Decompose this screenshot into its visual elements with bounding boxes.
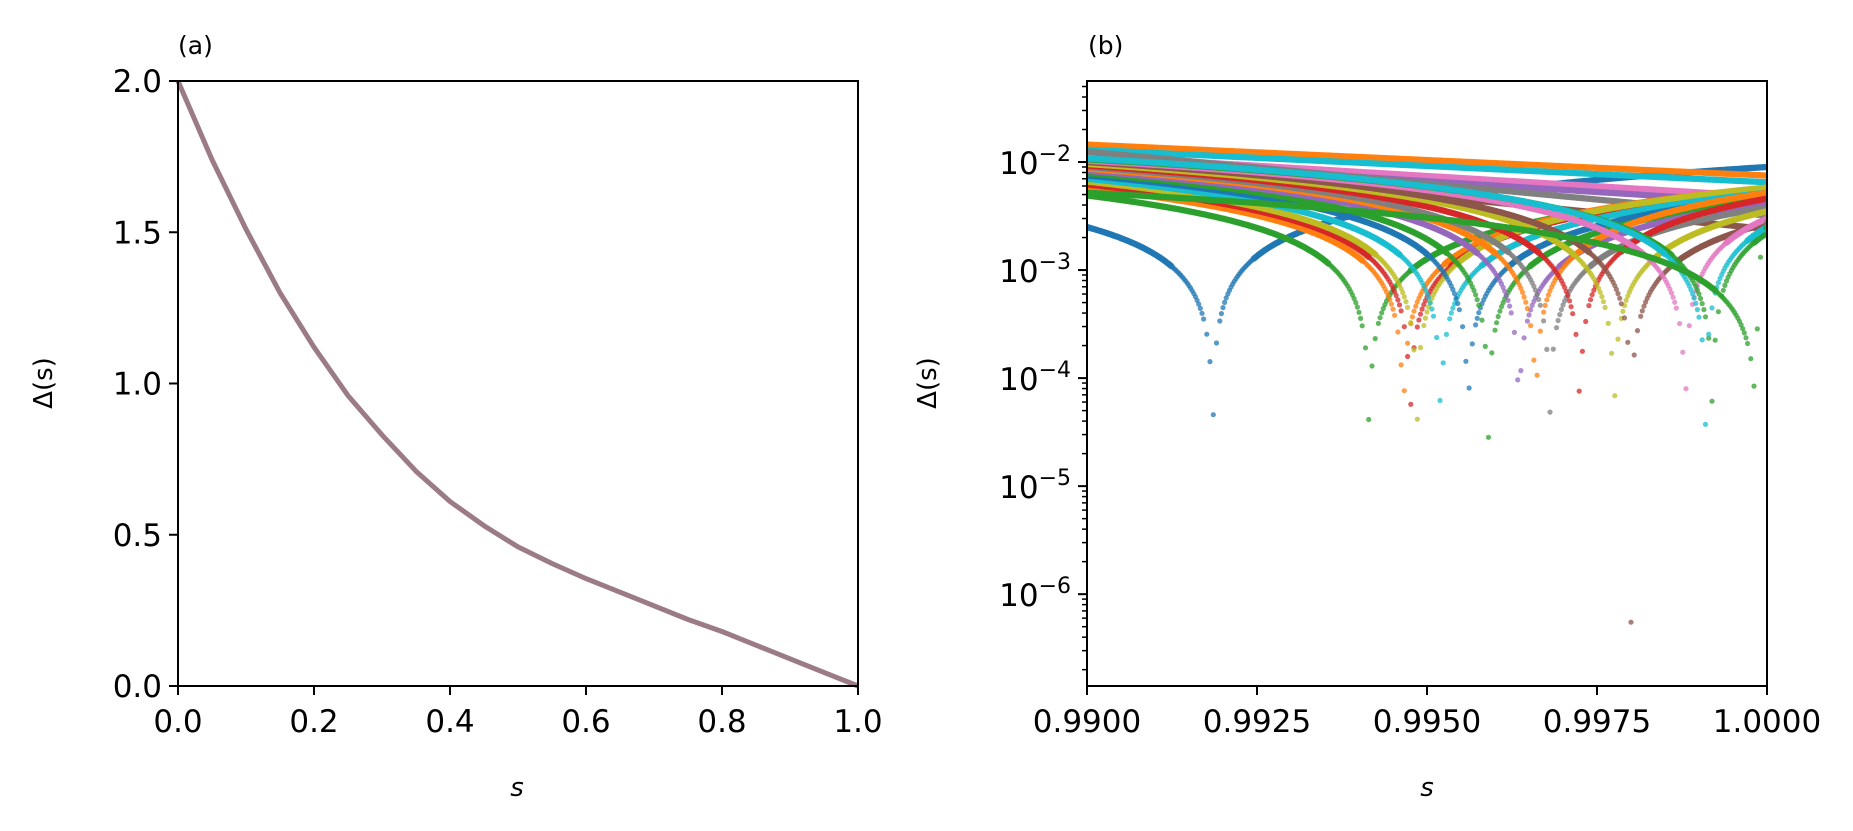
panel-b-data-point [1377,315,1383,321]
panel-a-y-ticks: 0.0 0.5 1.0 1.5 2.0 [113,64,178,705]
panel-b-data-point [1448,310,1454,316]
panel-b-data-point [1369,363,1375,369]
panel-a-frame [177,80,859,687]
panel-b-data-point [1388,301,1394,307]
panel-b-data-point [1409,314,1415,320]
panel-b-data-point [1353,300,1359,306]
panel-b-data-point [1199,310,1205,316]
panel-a-x-tick-label: 0.4 [425,704,474,740]
panel-b-data-point [1201,316,1207,322]
panel-a-y-tick-label: 1.0 [113,367,162,403]
panel-b-data-point [1405,340,1411,346]
panel-b-data-point [1411,308,1417,314]
panel-b-data-point [1398,308,1404,314]
panel-b-data-point [1223,295,1229,301]
panel-a-x-tick-label: 0.8 [697,704,746,740]
panel-b-data-point [1414,324,1420,330]
panel-a-x-tick-label: 0.6 [561,704,610,740]
panel-b-data-point [1218,311,1224,317]
panel-b-data-point [1405,304,1411,310]
panel-a-x-axis-label: s [510,773,524,803]
panel-b-data-point [1362,345,1369,351]
panel-a-y-tick-label: 2.0 [113,64,162,100]
panel-b-data-point [1447,316,1453,322]
panel-b-data-point [1359,323,1365,329]
panel-b-series [1087,141,1767,179]
panel-a-gap-line [175,80,859,689]
panel-b-data-point [1358,315,1364,321]
panel-b-data-point [1207,359,1213,365]
panel-b-label: (b) [1088,31,1123,60]
panel-b-data-point [1408,401,1414,407]
panel-a: (a) 0.0 0.2 0.4 0.6 0.8 1.0 0.0 0.5 1.0 1.5 2.0 s… [29,31,883,803]
panel-b-data-point [1401,388,1407,394]
panel-b-data-point [1401,294,1407,300]
panel-b-series-group [1087,141,1767,625]
panel-b-data-point [1424,290,1430,296]
panel-b-data-point [1421,322,1427,329]
panel-a-x-tick-label: 0.0 [153,704,202,740]
panel-b-data-point [1395,329,1401,335]
panel-a-y-axis-label: Δ(s) [29,357,59,409]
panel-b-data-point [1356,309,1362,315]
panel-b-data-point [1417,311,1424,317]
panel-a-plot-area [175,80,859,689]
panel-b-data-point [1395,297,1401,303]
panel-b-data-point [1390,306,1396,312]
panel-b-data-point [1372,336,1378,342]
panel-b-data-point [1422,315,1428,321]
panel-b-data-point [1222,299,1228,305]
panel-b-data-point [1437,397,1443,404]
panel-b-data-point [1204,331,1210,337]
panel-b-data-point [1426,295,1432,301]
panel-b-data-point [1427,300,1433,306]
panel-a-x-tick-label: 1.0 [833,704,882,740]
panel-a-label: (a) [178,31,213,60]
panel-a-y-tick-label: 1.5 [113,215,162,251]
panel-b-data-point [1220,305,1226,311]
panel-b-data-point [1398,362,1404,368]
panel-a-x-ticks: 0.0 0.2 0.4 0.6 0.8 1.0 [153,686,883,740]
panel-b-data-point [1401,324,1407,330]
panel-b-data-point [1387,296,1393,303]
panel-b-data-point [1443,331,1449,337]
panel-b-data-point [1217,318,1223,324]
panel-a-y-tick-label: 0.0 [113,669,162,705]
panel-b-data-point [1434,334,1440,341]
panel-b-data-point [1197,305,1203,311]
panel-b-data-point [1354,304,1360,310]
panel-a-x-tick-label: 0.2 [289,704,338,740]
panel-b-data-point [1403,299,1409,305]
panel-b-data-point [1414,416,1420,422]
panel-b-data-point [1210,412,1216,418]
panel-b-data-point [1419,306,1425,312]
panel-b-data-point [1396,302,1403,308]
panel-b-data-point [1429,306,1435,312]
panel-b-data-point [1392,312,1398,318]
panel-b-plot-area [1087,141,1767,625]
panel-b-data-point [1411,347,1417,353]
panel-b-data-point [1408,320,1414,326]
panel-b-data-point [1424,309,1430,315]
panel-b-data-point [1213,340,1220,346]
panel-b-data-point [1405,353,1411,360]
panel-b-data-point [1375,320,1381,326]
panel-b-data-point [1366,416,1372,423]
panel-b-data-point [1196,301,1202,307]
panel-b-data-point [1417,344,1424,351]
panel-b-data-point [1416,317,1422,323]
panel-a-y-tick-label: 0.5 [113,518,162,554]
panel-b: (b) 0.9900 0.9925 0.9950 0.9975 1.0000 10−21… [913,31,1821,803]
panel-b-data-point [1440,360,1446,366]
panel-b-data-point [1430,313,1437,319]
